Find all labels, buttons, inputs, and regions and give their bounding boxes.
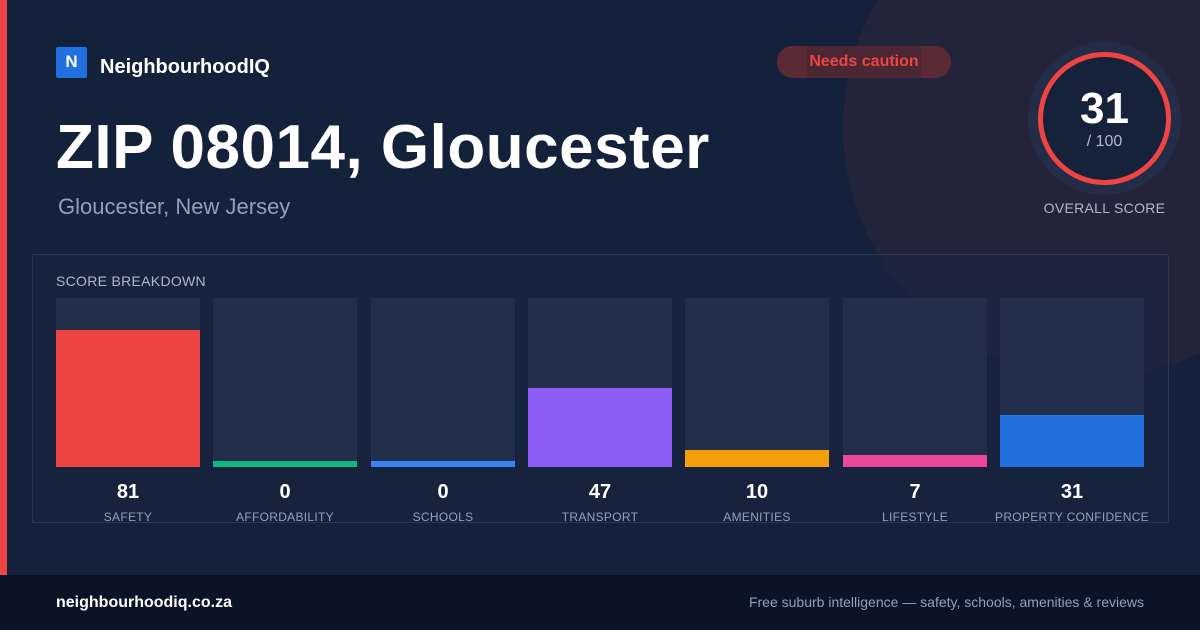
overall-score-max: / 100 <box>1086 132 1123 150</box>
score-bar-track <box>371 298 515 467</box>
brand-name: NeighbourhoodIQ <box>100 55 270 78</box>
score-bar-lifestyle: 7 LIFESTYLE <box>843 298 987 524</box>
score-bar-track <box>56 298 200 467</box>
score-bar-label: TRANSPORT <box>561 510 639 524</box>
footer-tagline: Free suburb intelligence — safety, schoo… <box>748 594 1144 610</box>
score-bar-fill <box>843 455 987 467</box>
brand-logo-icon: N <box>56 46 87 78</box>
footer: neighbourhoodiq.co.za Free suburb intell… <box>0 575 1200 630</box>
score-bar-label: LIFESTYLE <box>881 510 949 524</box>
score-bar-fill <box>1000 415 1144 467</box>
page-subtitle: Gloucester, New Jersey <box>58 194 291 219</box>
score-bar-fill <box>371 461 515 467</box>
score-bar-transport: 47 TRANSPORT <box>528 298 672 524</box>
score-bar-value: 81 <box>116 481 140 503</box>
status-badge-label: Needs caution <box>809 53 919 70</box>
score-bar-label: PROPERTY CONFIDENCE <box>995 510 1149 524</box>
score-bar-value: 47 <box>588 481 612 503</box>
overall-score-ring: 31 / 100 <box>1028 42 1181 195</box>
score-bar-value: 10 <box>745 481 769 503</box>
score-breakdown-panel: SCORE BREAKDOWN 81 SAFETY 0 AFFORDABILITY 0 S… <box>32 254 1169 524</box>
score-bar-label: AMENITIES <box>723 510 791 524</box>
score-bar-label: AFFORDABILITY <box>236 510 334 524</box>
score-bar-fill <box>685 450 829 467</box>
score-bar-label: SAFETY <box>103 510 153 524</box>
footer-domain: neighbourhoodiq.co.za <box>56 594 232 611</box>
score-bar-schools: 0 SCHOOLS <box>371 298 515 524</box>
score-bar-property-confidence: 31 PROPERTY CONFIDENCE <box>995 298 1149 524</box>
score-bar-value: 31 <box>1060 481 1084 503</box>
status-badge: Needs caution <box>777 46 951 78</box>
score-bar-track <box>213 298 357 467</box>
score-bar-amenities: 10 AMENITIES <box>685 298 829 524</box>
score-bar-fill <box>56 330 200 467</box>
score-bar-fill <box>528 388 672 467</box>
score-bar-track <box>1000 298 1144 467</box>
score-bar-track <box>528 298 672 467</box>
overall-score-value: 31 <box>1080 83 1129 133</box>
overall-score-caption: OVERALL SCORE <box>1043 200 1166 216</box>
score-bar-track <box>685 298 829 467</box>
score-breakdown-title: SCORE BREAKDOWN <box>56 273 206 289</box>
score-bar-label: SCHOOLS <box>412 510 474 524</box>
score-bar-safety: 81 SAFETY <box>56 298 200 524</box>
brand: N NeighbourhoodIQ <box>56 46 270 78</box>
overall-score-circle: 31 / 100 <box>1038 52 1171 185</box>
score-bar-value: 0 <box>437 481 449 503</box>
score-bar-affordability: 0 AFFORDABILITY <box>213 298 357 524</box>
page-title: ZIP 08014, Gloucester <box>56 113 710 182</box>
score-bar-value: 0 <box>279 481 291 503</box>
accent-bar <box>0 0 7 575</box>
score-bar-fill <box>213 461 357 467</box>
score-bar-track <box>843 298 987 467</box>
score-bar-value: 7 <box>909 481 921 503</box>
